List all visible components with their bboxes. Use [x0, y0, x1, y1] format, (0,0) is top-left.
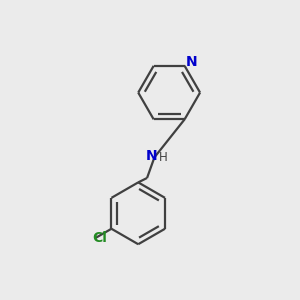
Text: Cl: Cl	[92, 231, 107, 245]
Text: H: H	[159, 152, 168, 164]
Text: N: N	[146, 149, 157, 163]
Text: N: N	[185, 55, 197, 69]
